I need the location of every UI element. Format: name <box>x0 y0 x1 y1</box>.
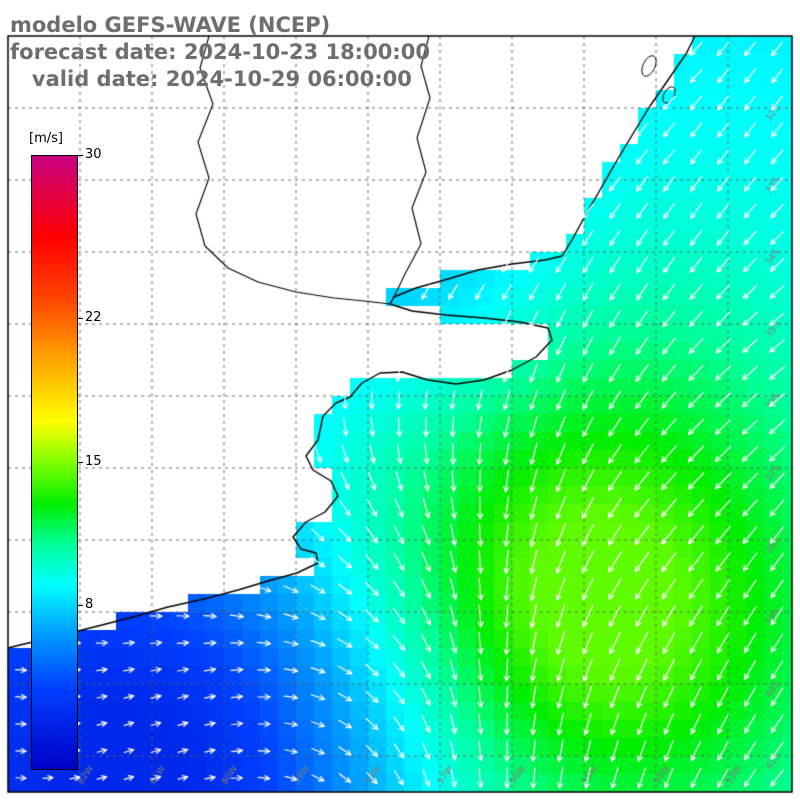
forecast-date-line: forecast date: 2024-10-23 18:00:00 <box>10 40 430 64</box>
colorbar-unit-label: [m/s] <box>29 131 63 146</box>
colorbar-tick-mark <box>78 604 83 606</box>
valid-date-line: valid date: 2024-10-29 06:00:00 <box>10 67 412 91</box>
colorbar-tick-mark <box>78 155 83 156</box>
colorbar-tick-label: 8 <box>85 596 94 612</box>
model-title: modelo GEFS-WAVE (NCEP) <box>10 13 331 37</box>
colorbar-tick-label: 15 <box>85 453 102 469</box>
colorbar: [m/s] 30 22 15 8 <box>29 131 129 800</box>
colorbar-tick-label: 30 <box>85 147 102 162</box>
colorbar-tick-mark <box>78 461 83 463</box>
colorbar-gradient <box>31 155 78 770</box>
colorbar-tick-label: 22 <box>85 310 102 326</box>
colorbar-tick-mark <box>78 318 83 320</box>
